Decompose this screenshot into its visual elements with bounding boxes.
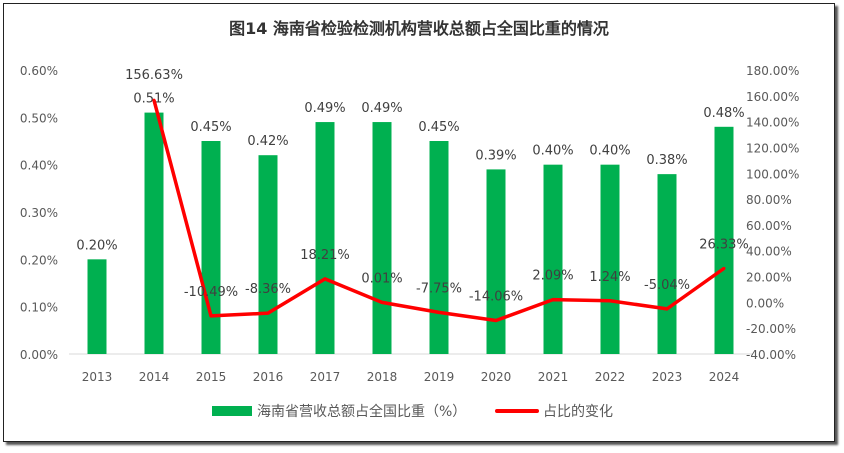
bar-data-label: 0.45% [418,120,459,135]
chart: 图14 海南省检验检测机构营收总额占全国比重的情况 0.00% 0.10% 0.20%… [20,19,800,420]
bar-data-label: 0.49% [361,101,402,116]
bar [258,155,278,354]
right-tick-label: 40.00% [746,245,792,259]
line-data-label: -7.75% [416,281,462,296]
line-point [665,307,669,311]
line-data-label: 1.24% [589,270,630,285]
chart-frame: 图14 海南省检验检测机构营收总额占全国比重的情况 0.00% 0.10% 0.20%… [3,3,835,442]
bar [429,141,449,354]
bar [714,126,734,354]
x-tick-label: 2022 [595,370,626,384]
left-tick-label: 0.60% [20,64,58,78]
bar-data-label: 0.40% [532,144,573,159]
x-tick-label: 2020 [481,370,512,384]
bar-data-label: 0.48% [703,106,744,121]
line-point [437,310,441,314]
right-tick-label: 100.00% [746,167,799,181]
x-tick-label: 2015 [196,370,227,384]
right-tick-label: -20.00% [746,322,796,336]
line-data-label: 26.33% [699,237,749,252]
right-tick-label: 20.00% [746,271,792,285]
line-data-label: -8.36% [245,282,291,297]
line-data-label: -10.49% [184,285,238,300]
left-tick-label: 0.00% [20,348,58,362]
bar-data-label: 0.39% [475,148,516,163]
legend-line-label: 占比的变化 [543,404,613,420]
line-data-label: 18.21% [300,248,350,263]
right-tick-label: 160.00% [746,90,799,104]
right-tick-label: 80.00% [746,193,792,207]
bar-data-label: 0.20% [76,238,117,253]
left-tick-label: 0.20% [20,253,58,267]
left-tick-label: 0.50% [20,111,58,125]
bar-data-label: 0.42% [247,134,288,149]
left-tick-label: 0.30% [20,206,58,220]
x-tick-label: 2023 [652,370,683,384]
x-tick-label: 2019 [424,370,455,384]
bar [486,169,506,354]
line-point [209,314,213,318]
line-point [323,277,327,281]
line-point [551,298,555,302]
legend-bar-swatch [212,406,252,416]
left-tick-label: 0.10% [20,301,58,315]
line-point [152,98,156,102]
left-tick-label: 0.40% [20,159,58,173]
bar [201,141,221,354]
line-point [722,266,726,270]
right-tick-label: 140.00% [746,116,799,130]
bar [600,164,620,354]
right-tick-label: 60.00% [746,219,792,233]
x-tick-label: 2021 [538,370,569,384]
line-point [608,299,612,303]
line-data-label: -14.06% [469,290,523,305]
line-data-label: 2.09% [532,269,573,284]
right-tick-label: 120.00% [746,141,799,155]
bar-data-label: 0.45% [190,120,231,135]
line-data-label: 156.63% [125,68,183,83]
chart-title: 图14 海南省检验检测机构营收总额占全国比重的情况 [229,19,609,38]
right-tick-label: -40.00% [746,348,796,362]
bar [372,122,392,354]
line-data-label: 0.01% [361,271,402,286]
line-data-label: -5.04% [644,278,690,293]
bar [315,122,335,354]
line-point [380,300,384,304]
bar-data-label: 0.49% [304,101,345,116]
x-tick-label: 2014 [139,370,170,384]
x-tick-label: 2024 [709,370,740,384]
right-tick-label: 180.00% [746,64,799,78]
bar-data-label: 0.38% [646,153,687,168]
legend-bar-label: 海南省营收总额占全国比重（%） [257,403,466,420]
x-tick-label: 2013 [82,370,113,384]
line-point [266,311,270,315]
bar [543,164,563,354]
bar [144,112,164,354]
bar [87,259,107,354]
x-tick-label: 2017 [310,370,341,384]
bar-data-label: 0.40% [589,144,630,159]
x-tick-label: 2018 [367,370,398,384]
x-tick-label: 2016 [253,370,284,384]
line-point [494,319,498,323]
right-tick-label: 0.00% [746,296,784,310]
bar [657,174,677,354]
